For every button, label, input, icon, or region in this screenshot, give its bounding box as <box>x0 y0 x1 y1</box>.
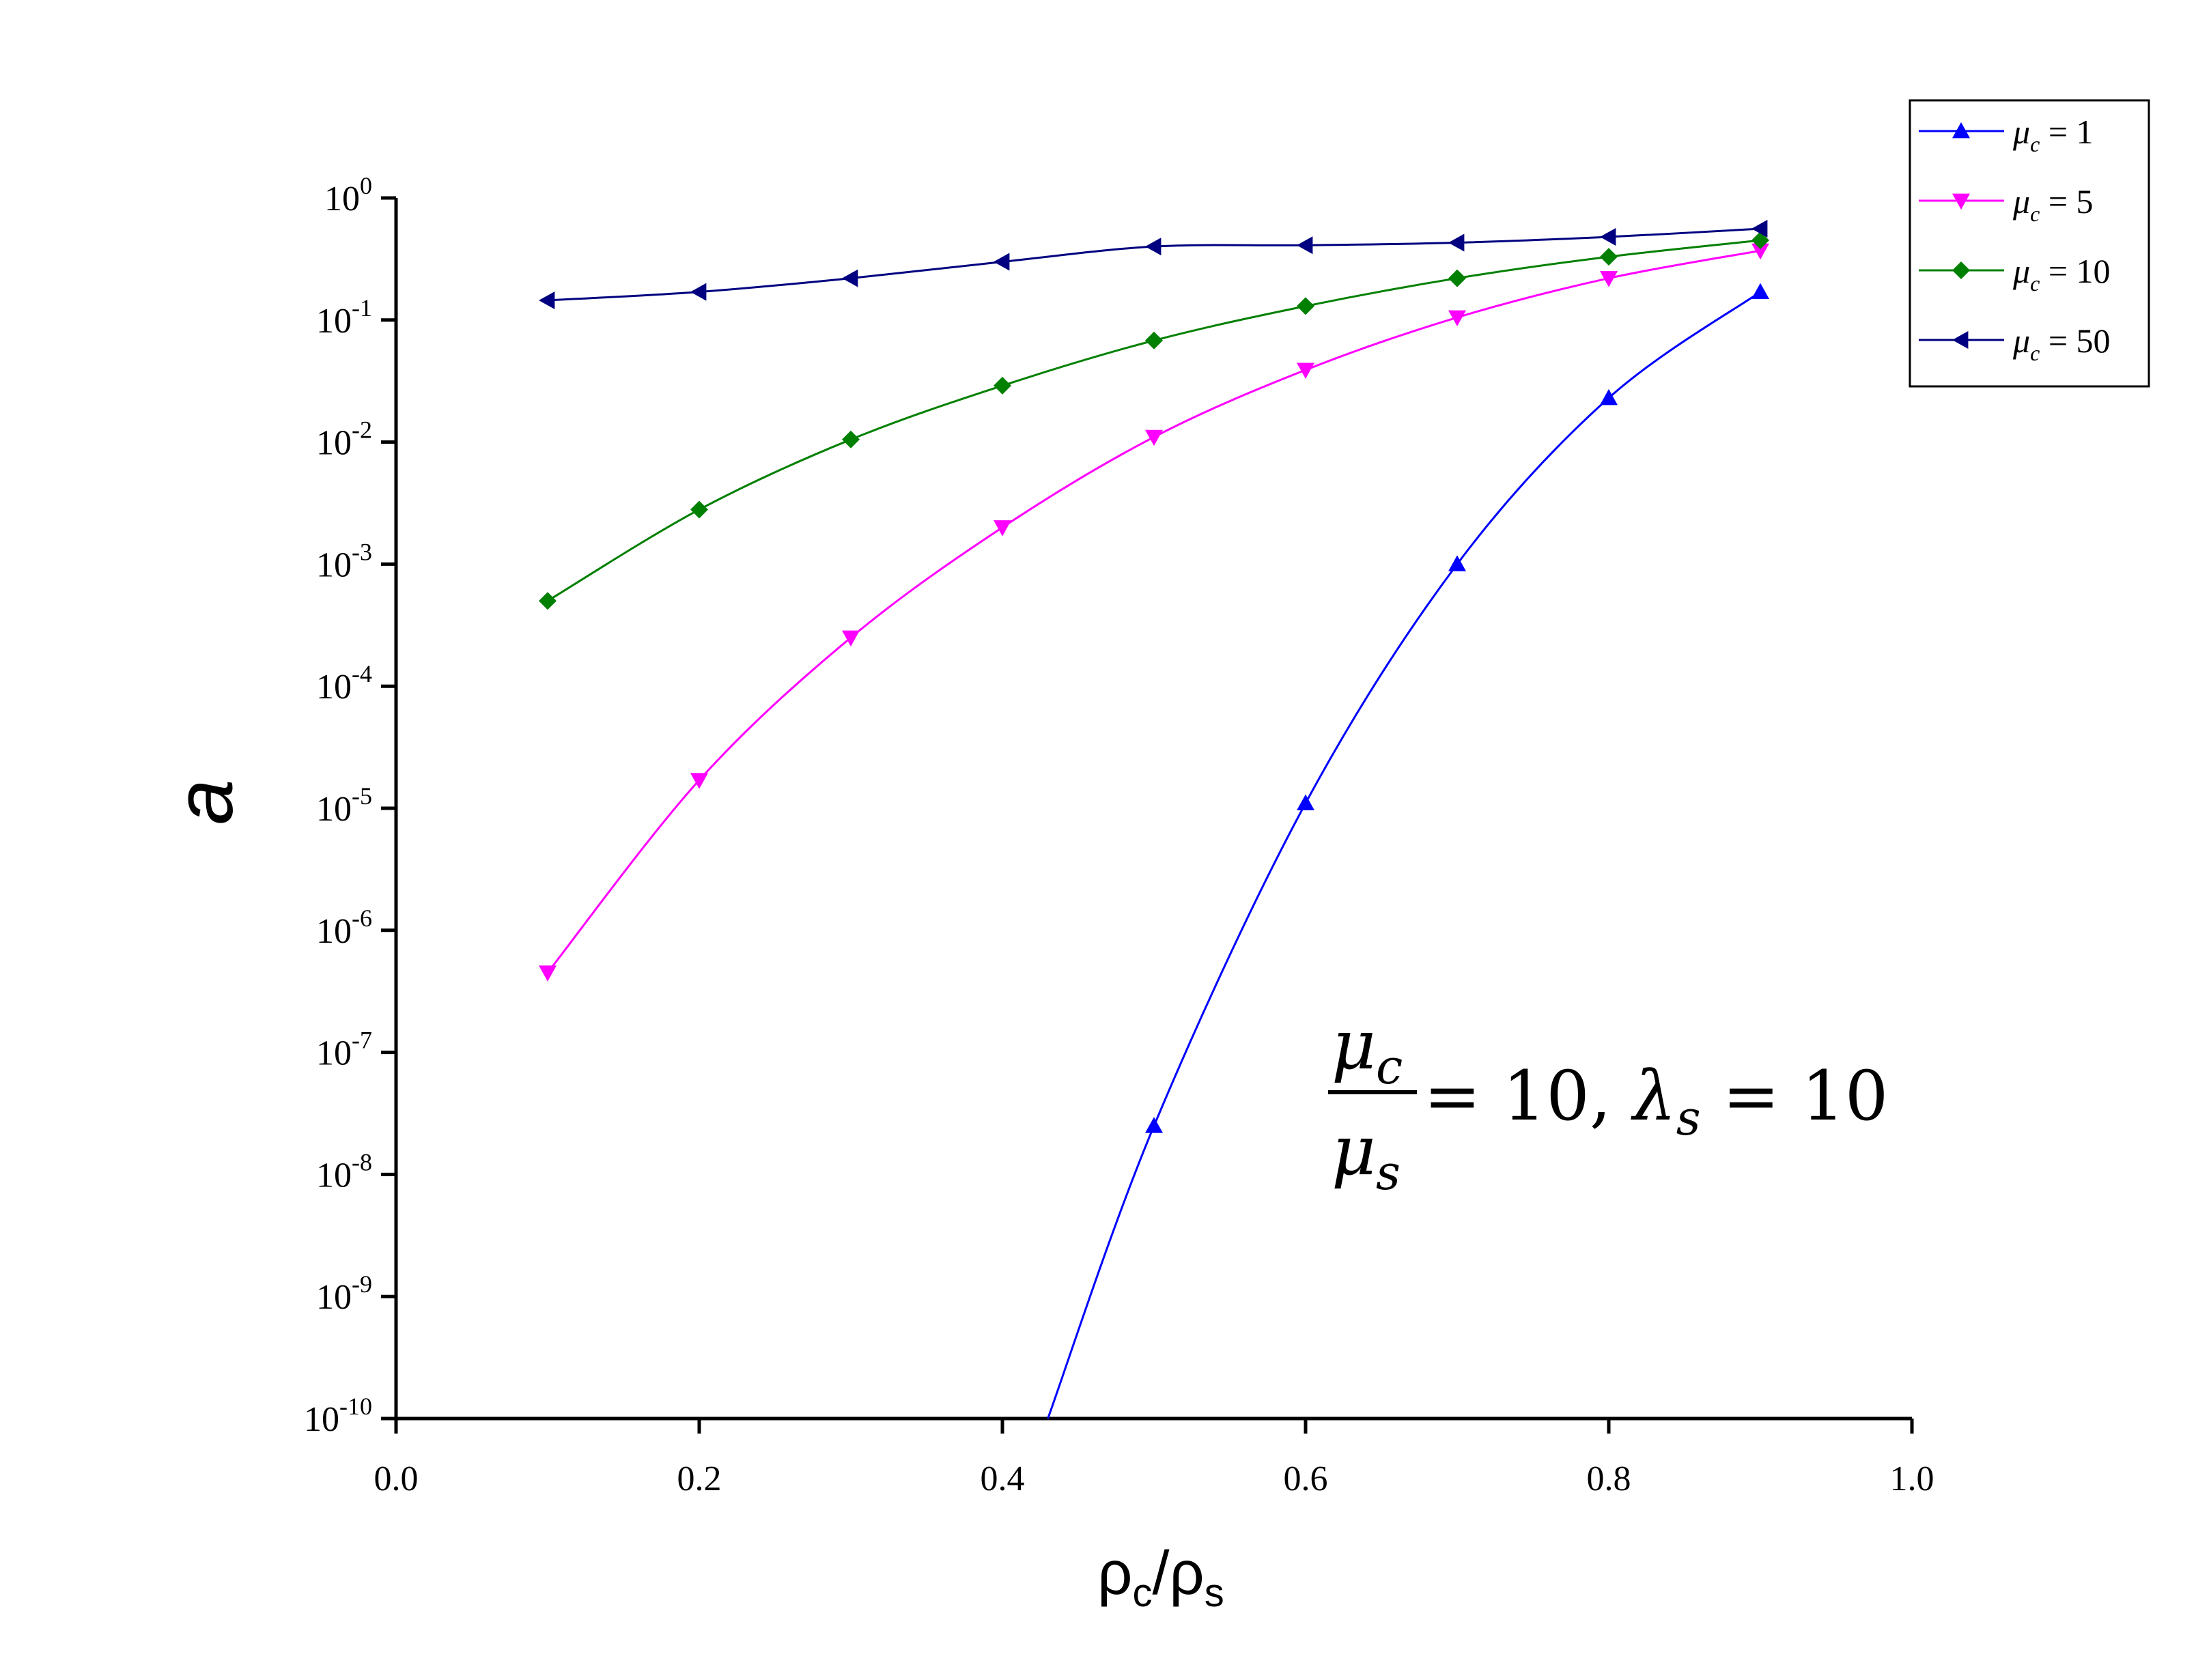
data-point <box>539 965 557 982</box>
data-point <box>1448 269 1466 287</box>
data-point <box>994 376 1011 395</box>
annotation-rest: = 10, λs = 10 <box>1424 1056 1888 1146</box>
data-point <box>1145 429 1163 446</box>
series-line <box>546 249 1761 973</box>
data-point <box>994 520 1011 537</box>
data-point <box>1600 388 1618 405</box>
series-1 <box>1047 283 1769 1419</box>
y-tick-label: 10-4 <box>316 660 372 707</box>
y-tick-label: 100 <box>324 172 372 218</box>
x-tick-label: 0.4 <box>981 1460 1025 1498</box>
legend-label: μc = 1 <box>2012 113 2094 156</box>
data-point <box>1600 248 1618 266</box>
x-axis-title: ρc/ρs <box>1097 1539 1224 1615</box>
legend-box <box>1909 99 2150 388</box>
legend-label: μc = 10 <box>2012 252 2111 296</box>
series-layer <box>539 220 1769 1419</box>
series-4 <box>539 220 1768 309</box>
legend-marker <box>1952 331 1969 349</box>
parameter-annotation: μc μs = 10, λs = 10 <box>1328 1005 1888 1201</box>
legend: μc = 1 μc = 5 μc = 10 μc = 50 <box>1909 99 2150 388</box>
data-point <box>1448 310 1466 327</box>
data-point <box>1297 362 1314 379</box>
legend-label: μc = 50 <box>2012 322 2111 365</box>
y-tick-label: 10-7 <box>316 1027 372 1073</box>
data-point <box>1145 1117 1163 1133</box>
axes <box>394 198 1912 1421</box>
legend-marker <box>1952 261 1970 279</box>
data-point <box>1145 331 1163 350</box>
data-point <box>842 430 860 449</box>
data-point <box>1448 233 1465 252</box>
series-line <box>547 239 1761 602</box>
series-2 <box>539 243 1769 982</box>
x-tick-label: 0.0 <box>374 1460 419 1498</box>
x-axis-ticks: 0.0 0.2 0.4 0.6 0.8 1.0 <box>374 1419 1934 1498</box>
data-point <box>1145 238 1162 256</box>
data-point <box>1297 794 1314 810</box>
data-point <box>1297 297 1314 315</box>
y-axis-ticks: 100 10-1 10-2 10-3 10-4 10-5 10-6 10-7 10-8 10-9 1… <box>304 172 396 1439</box>
y-tick-label: 10-3 <box>316 538 372 584</box>
data-point <box>1600 271 1618 287</box>
data-point <box>1448 555 1466 571</box>
y-tick-label: 10-9 <box>316 1270 372 1317</box>
legend-marker <box>1952 122 1970 139</box>
data-point <box>1751 220 1768 238</box>
data-point <box>842 269 858 287</box>
x-tick-label: 0.2 <box>677 1460 722 1498</box>
data-point <box>690 773 708 789</box>
y-axis-title: a <box>158 780 250 825</box>
series-3 <box>539 231 1769 610</box>
y-tick-label: 10-5 <box>316 782 372 829</box>
data-point <box>690 500 708 519</box>
y-tick-label: 10-6 <box>316 905 372 951</box>
x-tick-label: 0.8 <box>1587 1460 1631 1498</box>
y-tick-label: 10-2 <box>316 416 372 463</box>
y-tick-label: 10-8 <box>316 1148 372 1195</box>
annotation-denominator: μs <box>1332 1111 1400 1201</box>
data-point <box>842 630 860 647</box>
legend-entry: μc = 1 <box>1919 113 2094 156</box>
data-point <box>994 253 1010 271</box>
x-tick-label: 1.0 <box>1890 1460 1934 1498</box>
series-line <box>547 227 1761 302</box>
data-point <box>1751 243 1769 260</box>
x-tick-label: 0.6 <box>1284 1460 1328 1498</box>
y-tick-label: 10-1 <box>316 294 372 341</box>
legend-entry: μc = 50 <box>1919 322 2111 365</box>
data-point <box>1600 227 1616 246</box>
data-point <box>690 283 707 301</box>
legend-label: μc = 5 <box>2012 182 2094 226</box>
legend-entry: μc = 5 <box>1919 182 2094 226</box>
data-point <box>1297 236 1313 255</box>
data-point <box>539 592 557 610</box>
data-point <box>1751 283 1769 299</box>
legend-marker <box>1952 193 1970 210</box>
annotation-numerator: μc <box>1332 1005 1403 1095</box>
legend-entry: μc = 10 <box>1919 252 2111 296</box>
series-line <box>1047 291 1761 1419</box>
y-tick-label: 10-10 <box>304 1393 372 1439</box>
data-point <box>539 291 555 309</box>
